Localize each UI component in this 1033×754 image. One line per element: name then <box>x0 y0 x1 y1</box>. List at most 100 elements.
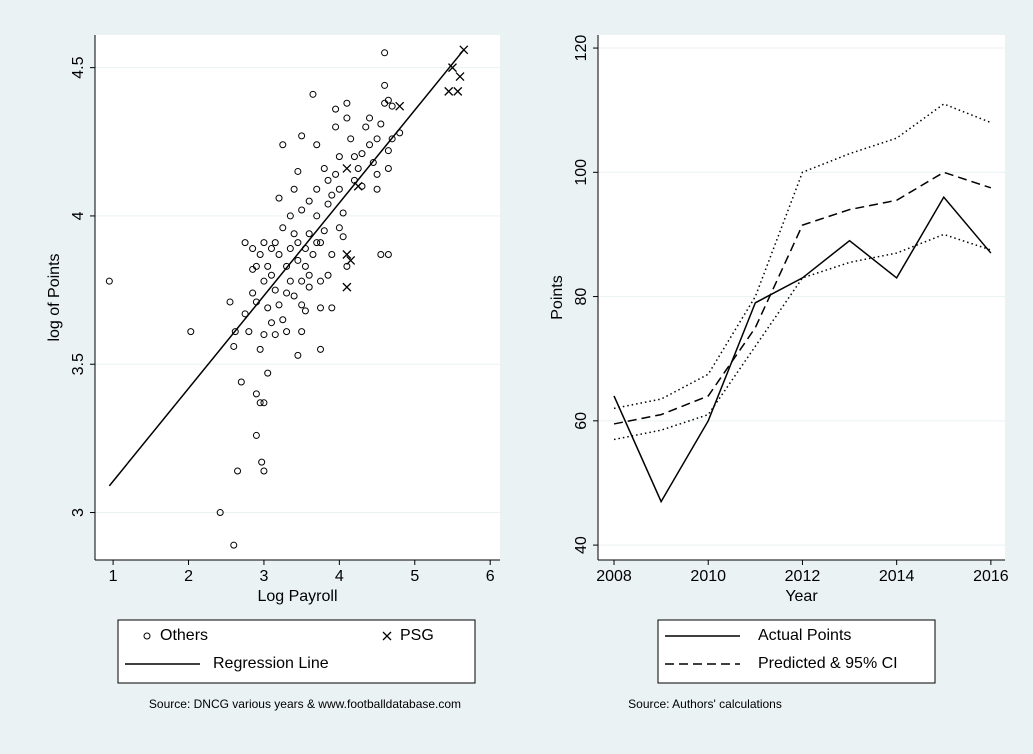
scatter-point <box>271 331 279 339</box>
source-note: Source: DNCG various years & www.footbal… <box>149 697 461 711</box>
scatter-point <box>444 86 454 96</box>
scatter-point <box>317 239 325 247</box>
scatter-point <box>267 319 275 327</box>
x-tick-label: 2014 <box>879 568 915 585</box>
scatter-point <box>286 277 294 285</box>
scatter-point <box>384 250 392 258</box>
scatter-point <box>381 81 389 89</box>
scatter-point <box>313 141 321 149</box>
scatter-point <box>384 164 392 172</box>
scatter-point <box>339 233 347 241</box>
scatter-point <box>332 170 340 178</box>
scatter-point <box>294 239 302 247</box>
scatter-point <box>373 185 381 193</box>
x-tick-label: 2008 <box>596 568 632 585</box>
scatter-point <box>264 262 272 270</box>
scatter-point <box>301 262 309 270</box>
scatter-point <box>381 49 389 57</box>
x-axis-label: Year <box>785 588 818 605</box>
legend-label: Predicted & 95% CI <box>758 655 898 672</box>
scatter-point <box>309 90 317 98</box>
line-series <box>613 195 992 504</box>
x-tick-label: 3 <box>259 568 268 585</box>
scatter-point <box>271 239 279 247</box>
scatter-point <box>298 132 306 140</box>
scatter-point <box>369 159 377 167</box>
scatter-point <box>305 230 313 238</box>
scatter-point <box>290 185 298 193</box>
x-tick-label: 2016 <box>973 568 1009 585</box>
scatter-point <box>342 282 352 292</box>
scatter-point <box>294 167 302 175</box>
scatter-point <box>260 331 268 339</box>
y-tick-label: 3.5 <box>70 353 87 375</box>
x-tick-label: 5 <box>410 568 419 585</box>
y-tick-label: 40 <box>573 536 590 554</box>
scatter-point <box>275 250 283 258</box>
scatter-point <box>335 153 343 161</box>
scatter-point <box>332 105 340 113</box>
x-tick-label: 2010 <box>690 568 726 585</box>
scatter-point <box>279 224 287 232</box>
scatter-point <box>388 102 396 110</box>
legend-label: Others <box>160 627 208 644</box>
scatter-point <box>301 307 309 315</box>
scatter-point <box>362 123 370 131</box>
scatter-point <box>241 239 249 247</box>
scatter-point <box>342 164 352 173</box>
scatter-point <box>230 342 238 350</box>
scatter-point <box>335 224 343 232</box>
legend-box <box>657 619 936 684</box>
scatter-point <box>324 176 332 184</box>
scatter-point <box>267 245 275 253</box>
scatter-point <box>260 239 268 247</box>
line-series <box>613 171 992 425</box>
scatter-point <box>448 63 457 73</box>
scatter-point <box>453 86 463 96</box>
scatter-point <box>342 250 352 259</box>
x-tick-label: 6 <box>486 568 495 585</box>
scatter-point <box>256 399 264 407</box>
scatter-point <box>187 328 195 336</box>
scatter-point <box>350 153 358 161</box>
scatter-point <box>283 262 291 270</box>
scatter-point <box>324 200 332 208</box>
scatter-point <box>294 256 302 264</box>
scatter-point <box>258 458 266 466</box>
scatter-point <box>328 191 336 199</box>
scatter-point <box>256 250 264 258</box>
scatter-point <box>343 99 351 107</box>
scatter-point <box>245 328 253 336</box>
scatter-point <box>231 328 239 336</box>
scatter-point <box>249 265 257 273</box>
scatter-point <box>230 541 238 549</box>
scatter-point <box>317 345 325 353</box>
scatter-point <box>343 114 351 122</box>
scatter-point <box>267 271 275 279</box>
y-tick-label: 80 <box>573 288 590 306</box>
scatter-point <box>260 277 268 285</box>
scatter-point <box>290 292 298 300</box>
scatter-point <box>388 135 396 143</box>
scatter-point <box>275 301 283 309</box>
scatter-point <box>249 245 257 253</box>
scatter-point <box>395 101 405 111</box>
y-axis-label: Points <box>549 275 566 319</box>
y-tick-label: 100 <box>573 159 590 186</box>
scatter-point <box>320 164 328 172</box>
scatter-point <box>358 150 366 158</box>
scatter-point <box>366 141 374 149</box>
scatter-point <box>339 209 347 217</box>
y-tick-label: 3 <box>70 508 87 517</box>
scatter-point <box>286 245 294 253</box>
scatter-point <box>366 114 374 122</box>
scatter-point <box>264 369 272 377</box>
scatter-point <box>252 431 260 439</box>
legend-label: Actual Points <box>758 627 851 644</box>
scatter-point <box>279 141 287 149</box>
legend-label: Regression Line <box>213 655 329 672</box>
scatter-point <box>241 310 249 318</box>
scatter-point <box>377 250 385 258</box>
scatter-point <box>313 239 321 247</box>
